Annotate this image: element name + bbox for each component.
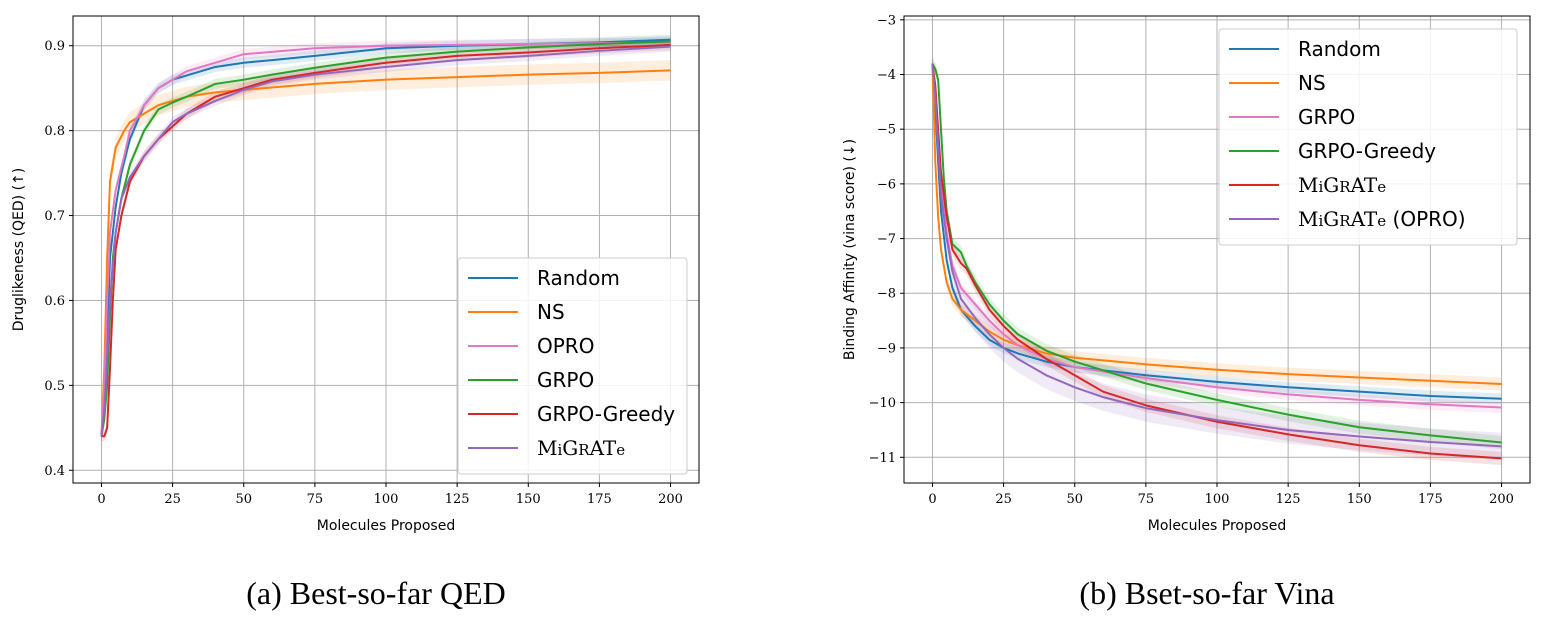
x-tick-label-1: 25 <box>995 492 1012 507</box>
caption-vina: (b) Bset-so-far Vina <box>1079 575 1334 611</box>
legend-box-vina <box>1218 28 1518 246</box>
ticks-vina: 0 25 50 75 100 125 150 175 200 −3 −4 −5 −6 −7 −8 −9 −10 −… <box>869 13 1514 507</box>
series-line-vina-5 <box>931 63 1502 448</box>
chart-vina: 0 25 50 75 100 125 150 175 200 −3 −4 −5 −6 −7 −8 −9 −10 −… <box>842 13 1531 611</box>
legend-label-qed-3: GRPO <box>537 368 594 392</box>
legend-vina: Random NS GRPO GRPO-Greedy MiGRATe MiGRATe (O… <box>1218 28 1518 246</box>
x-tick-label-8: 200 <box>1489 492 1514 507</box>
legend-label-vina-1: NS <box>1298 71 1326 95</box>
legend-label-vina-4: MiGRATe <box>1298 173 1386 197</box>
y-tick-label-2: 0.6 <box>44 294 65 309</box>
y-tick-label-0: −3 <box>877 13 896 28</box>
chart-qed: 0 25 50 75 100 125 150 175 200 0.4 0.5 0.6 0.7 0.8 0.9… <box>11 15 700 611</box>
legend-label-qed-5: MiGRATe <box>537 436 625 460</box>
series-line-qed-0 <box>100 38 671 437</box>
y-tick-label-3: 0.7 <box>44 209 65 224</box>
x-tick-label-2: 50 <box>235 492 252 507</box>
y-axis-label-qed: Druglikeness (QED) (↑) <box>11 168 27 332</box>
x-tick-label-1: 25 <box>164 492 181 507</box>
y-tick-label-3: −6 <box>877 177 896 192</box>
legend-label-qed-4: GRPO-Greedy <box>537 402 675 426</box>
y-tick-label-5: −8 <box>877 287 896 302</box>
y-tick-label-8: −11 <box>869 451 896 466</box>
x-tick-label-5: 125 <box>445 492 470 507</box>
caption-qed: (a) Best-so-far QED <box>246 575 505 611</box>
legend-label-vina-5: MiGRATe (OPRO) <box>1298 207 1466 231</box>
legend-label-qed-0: Random <box>537 266 620 290</box>
x-tick-label-7: 175 <box>1418 492 1443 507</box>
ticks-qed: 0 25 50 75 100 125 150 175 200 0.4 0.5 0.6 0.7 0.8 0.9 <box>44 39 683 507</box>
series-line-vina-1 <box>931 63 1502 386</box>
bands-qed <box>101 34 671 447</box>
x-axis-label-qed: Molecules Proposed <box>317 518 455 534</box>
x-tick-label-6: 150 <box>516 492 541 507</box>
x-axis-label-vina: Molecules Proposed <box>1148 518 1286 534</box>
lines-qed <box>100 38 671 438</box>
y-tick-label-1: −4 <box>877 68 896 83</box>
legend-label-vina-0: Random <box>1298 37 1381 61</box>
series-line-vina-4 <box>931 63 1502 460</box>
x-tick-label-8: 200 <box>658 492 683 507</box>
y-tick-label-4: 0.8 <box>44 124 65 139</box>
y-tick-label-4: −7 <box>877 232 896 247</box>
series-line-qed-1 <box>100 69 671 437</box>
legend-label-qed-2: OPRO <box>537 334 594 358</box>
x-tick-label-0: 0 <box>928 492 936 507</box>
y-tick-label-5: 0.9 <box>44 39 65 54</box>
x-tick-label-5: 125 <box>1276 492 1301 507</box>
lines-vina <box>931 63 1502 460</box>
x-tick-label-4: 100 <box>1205 492 1230 507</box>
legend-label-vina-3: GRPO-Greedy <box>1298 139 1436 163</box>
x-tick-label-3: 75 <box>1138 492 1155 507</box>
series-line-vina-3 <box>931 63 1502 444</box>
series-line-qed-2 <box>100 41 671 437</box>
x-tick-label-3: 75 <box>307 492 324 507</box>
x-tick-label-0: 0 <box>97 492 105 507</box>
legend-label-vina-2: GRPO <box>1298 105 1355 129</box>
y-tick-label-6: −9 <box>877 341 896 356</box>
band-qed-1 <box>101 60 671 447</box>
series-line-qed-4 <box>101 43 671 438</box>
y-axis-label-vina: Binding Affinity (vina score) (↓) <box>842 139 858 360</box>
x-tick-label-6: 150 <box>1347 492 1372 507</box>
legend-qed: Random NS OPRO GRPO GRPO-Greedy MiGRATe <box>457 257 688 475</box>
x-tick-label-4: 100 <box>374 492 399 507</box>
legend-label-qed-1: NS <box>537 300 565 324</box>
y-tick-label-1: 0.5 <box>44 379 65 394</box>
y-tick-label-7: −10 <box>869 396 896 411</box>
x-tick-label-7: 175 <box>587 492 612 507</box>
y-tick-label-2: −5 <box>877 123 896 138</box>
grid-qed <box>73 16 699 483</box>
y-tick-label-0: 0.4 <box>44 464 65 479</box>
series-line-qed-5 <box>100 45 671 437</box>
x-tick-label-2: 50 <box>1066 492 1083 507</box>
